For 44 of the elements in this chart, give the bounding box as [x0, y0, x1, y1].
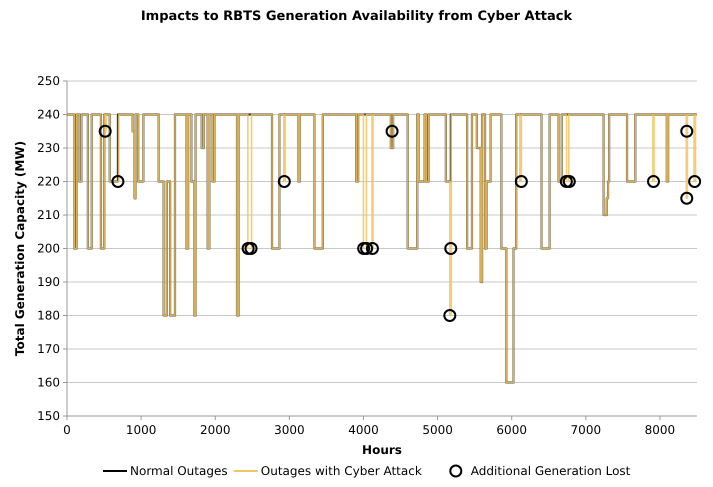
y-tick-label: 150: [37, 409, 60, 424]
y-tick-label: 190: [37, 275, 60, 290]
point: [366, 242, 379, 255]
y-tick-label: 210: [37, 208, 60, 222]
y-tick-label: 230: [37, 141, 60, 156]
point: [680, 124, 694, 138]
chart-title: Impacts to RBTS Generation Availability from Cyber Attack: [140, 9, 572, 24]
point: [646, 175, 660, 188]
point: [688, 175, 702, 188]
x-tick-label: 3000: [274, 423, 305, 437]
point: [111, 175, 124, 188]
point: [278, 175, 291, 188]
x-tick-label: 8000: [644, 423, 676, 437]
legend-label: Outages with Cyber Attack: [260, 464, 422, 478]
x-tick-label: 4000: [348, 423, 379, 437]
y-tick-label: 240: [37, 108, 60, 122]
point: [360, 242, 374, 255]
point: [242, 242, 255, 255]
y-tick-label: 180: [37, 308, 60, 323]
point: [244, 242, 258, 255]
y-tick-label: 220: [37, 174, 60, 189]
point: [386, 124, 399, 138]
point: [560, 175, 573, 188]
point: [680, 192, 694, 205]
legend-label: Additional Generation Lost: [470, 464, 631, 478]
y-tick-label: 160: [37, 376, 60, 390]
y-tick-label: 250: [37, 74, 60, 88]
point: [98, 124, 112, 138]
y-axis-title: Total Generation Capacity (MW): [13, 140, 27, 356]
y-tick-label: 170: [37, 342, 60, 356]
point: [514, 175, 528, 188]
point: [357, 242, 370, 255]
legend-label: Normal Outages: [130, 464, 228, 478]
x-tick-label: 6000: [496, 423, 527, 437]
point: [443, 309, 456, 322]
x-tick-label: 5000: [422, 423, 453, 437]
x-tick-label: 0: [63, 423, 71, 437]
x-tick-label: 1000: [126, 423, 156, 437]
x-axis-title: Hours: [362, 443, 402, 457]
point: [562, 175, 576, 188]
x-tick-label: 2000: [200, 423, 231, 437]
x-tick-label: 7000: [570, 423, 602, 437]
point: [444, 242, 458, 255]
y-tick-label: 200: [37, 242, 60, 256]
